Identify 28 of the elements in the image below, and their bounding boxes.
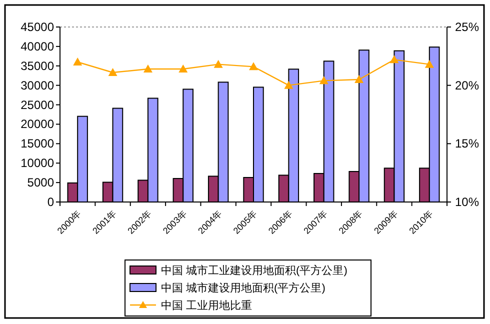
point — [424, 60, 434, 68]
y-tick-label: 25000 — [20, 98, 54, 112]
y-tick-label: 20000 — [20, 117, 54, 132]
y-tick-label: 15000 — [20, 136, 54, 151]
y2-tick-label: 25% — [455, 20, 480, 34]
legend-label: 中国 工业用地比重 — [161, 299, 252, 312]
point — [143, 64, 152, 72]
point — [214, 60, 223, 68]
point — [354, 75, 364, 83]
point — [249, 62, 258, 70]
y-tick-label: 30000 — [20, 78, 54, 92]
y-tick-label: 10000 — [20, 156, 54, 170]
y-tick-label: 5000 — [27, 176, 54, 190]
legend-label: 中国 城市工业建设用地面积(平方公里) — [161, 264, 348, 277]
y2-tick-label: 10% — [455, 195, 480, 209]
y-tick-label: 35000 — [20, 58, 54, 73]
point — [319, 76, 328, 84]
point — [390, 55, 399, 64]
y-tick-label: 45000 — [20, 20, 54, 34]
y2-tick-label: 15% — [455, 136, 480, 151]
point — [178, 64, 188, 72]
legend-label: 中国 城市建设用地面积(平方公里) — [161, 282, 326, 294]
point — [108, 68, 118, 76]
y2-tick-label: 20% — [455, 78, 480, 92]
y-tick-label: 0 — [47, 195, 54, 209]
point — [284, 80, 294, 89]
y-tick-label: 40000 — [20, 39, 54, 54]
point — [73, 58, 82, 66]
